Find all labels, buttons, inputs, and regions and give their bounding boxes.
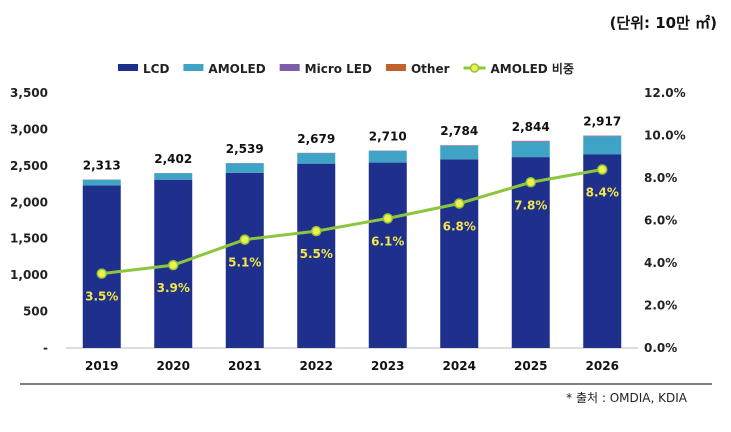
x-tick-label: 2023: [371, 359, 404, 373]
amoled-share-point: [97, 269, 106, 278]
bar-segment-amoled: [154, 173, 192, 180]
amoled-share-label: 7.8%: [514, 198, 547, 212]
y-right-tick-label: 2.0%: [644, 299, 677, 313]
bar-total-label: 2,402: [154, 152, 192, 166]
legend-label: Other: [411, 62, 450, 76]
bar-total-label: 2,313: [83, 158, 121, 172]
bar-segment-micro-led: [583, 136, 621, 137]
amoled-share-point: [526, 178, 535, 187]
bar-segment-lcd: [83, 186, 121, 348]
legend-label: LCD: [143, 62, 169, 76]
y-right-tick-label: 10.0%: [644, 129, 686, 143]
amoled-share-point: [240, 235, 249, 244]
legend-label: AMOLED 비중: [491, 61, 575, 76]
amoled-share-point: [312, 227, 321, 236]
amoled-share-point: [455, 199, 464, 208]
x-tick-label: 2019: [85, 359, 118, 373]
y-right-tick-label: 8.0%: [644, 171, 677, 185]
bar-total-label: 2,917: [583, 114, 621, 128]
amoled-share-point: [383, 214, 392, 223]
y-left-tick-label: 500: [23, 305, 48, 319]
legend-swatch-amoled: [183, 64, 203, 71]
y-left-tick-label: 2,000: [10, 195, 48, 209]
bar-segment-amoled: [297, 153, 335, 164]
legend-swatch-other: [386, 64, 406, 71]
bar-segment-micro-led: [440, 145, 478, 146]
bar-segment-lcd: [440, 159, 478, 348]
bar-segment-lcd: [369, 163, 407, 348]
y-left-tick-label: 1,000: [10, 268, 48, 282]
amoled-share-label: 3.5%: [85, 290, 118, 304]
bar-segment-lcd: [583, 154, 621, 348]
legend-label: Micro LED: [305, 62, 372, 76]
legend-swatch-lcd: [118, 64, 138, 71]
bar-total-label: 2,710: [369, 130, 407, 144]
amoled-share-label: 3.9%: [157, 281, 190, 295]
x-tick-label: 2021: [228, 359, 261, 373]
bar-segment-amoled: [583, 136, 621, 154]
bar-segment-amoled: [440, 146, 478, 159]
source-note: * 출처 : OMDIA, KDIA: [566, 389, 687, 406]
y-left-tick-label: 1,500: [10, 232, 48, 246]
amoled-share-point: [598, 165, 607, 174]
y-right-tick-label: 0.0%: [644, 341, 677, 355]
bar-total-label: 2,784: [440, 124, 478, 138]
x-tick-label: 2020: [157, 359, 190, 373]
bar-total-label: 2,539: [226, 142, 264, 156]
bar-segment-amoled: [369, 151, 407, 163]
bar-segment-amoled: [226, 163, 264, 172]
y-left-tick-label: 2,500: [10, 159, 48, 173]
amoled-share-label: 5.5%: [300, 247, 333, 261]
bar-total-label: 2,679: [297, 132, 335, 146]
amoled-share-label: 6.8%: [443, 220, 476, 234]
unit-note: (단위: 10만 ㎡): [610, 12, 717, 33]
amoled-share-label: 6.1%: [371, 234, 404, 248]
legend-marker-amoled-share: [471, 64, 479, 72]
x-tick-label: 2024: [443, 359, 476, 373]
y-left-tick-label: 3,000: [10, 122, 48, 136]
bar-segment-micro-led: [512, 141, 550, 142]
legend-label: AMOLED: [208, 62, 265, 76]
bar-segment-amoled: [83, 180, 121, 186]
bar-total-label: 2,844: [512, 120, 550, 134]
y-left-tick-label: -: [43, 341, 48, 355]
amoled-share-point: [169, 261, 178, 270]
y-left-tick-label: 3,500: [10, 86, 48, 100]
y-right-tick-label: 4.0%: [644, 256, 677, 270]
amoled-share-label: 5.1%: [228, 256, 261, 270]
y-right-tick-label: 12.0%: [644, 86, 686, 100]
x-tick-label: 2022: [300, 359, 333, 373]
y-right-tick-label: 6.0%: [644, 214, 677, 228]
x-tick-label: 2026: [586, 359, 619, 373]
amoled-share-label: 8.4%: [586, 186, 619, 200]
x-tick-label: 2025: [514, 359, 547, 373]
legend-swatch-micro-led: [280, 64, 300, 71]
bar-segment-amoled: [512, 142, 550, 157]
